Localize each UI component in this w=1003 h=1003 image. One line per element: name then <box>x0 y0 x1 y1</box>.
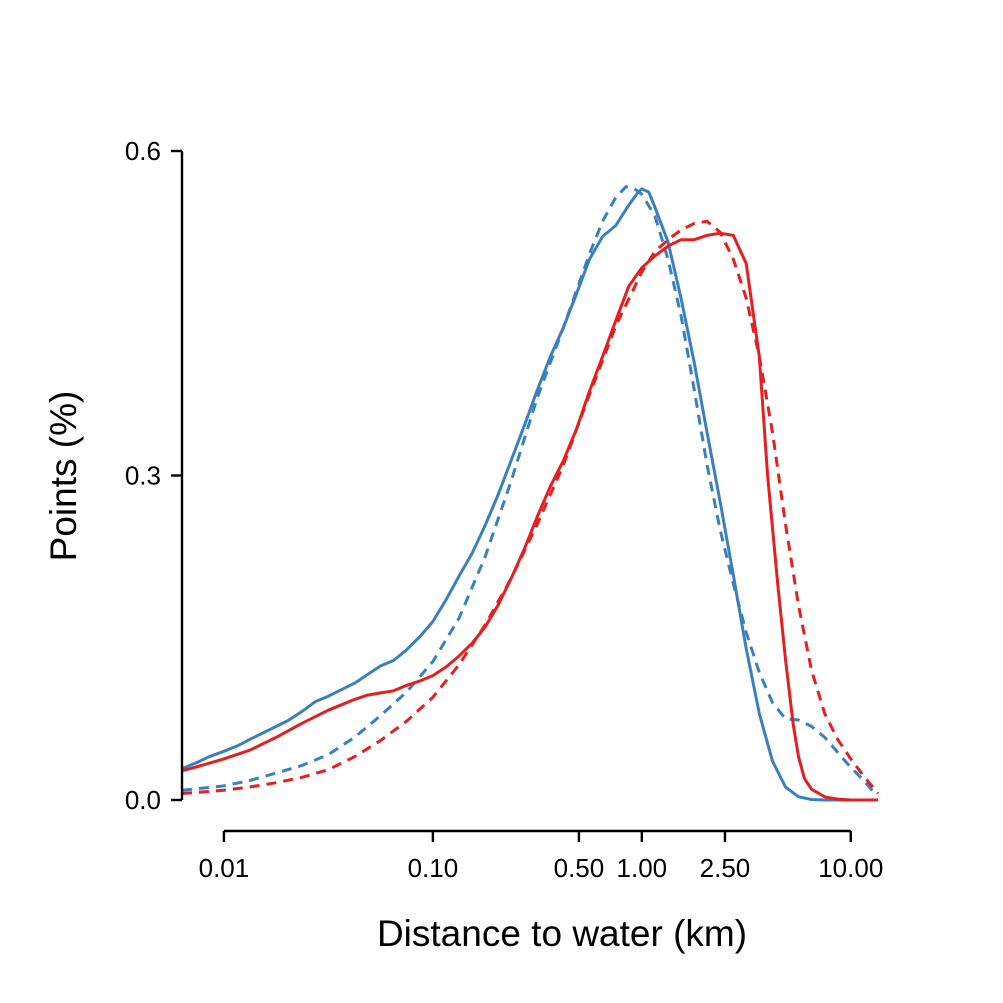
series-line-4 <box>181 219 880 795</box>
y-tick-label: 0.0 <box>125 785 161 815</box>
x-axis-title: Distance to water (km) <box>377 913 747 954</box>
y-tick-label: 0.3 <box>125 461 161 491</box>
x-tick-label: 2.50 <box>700 853 751 883</box>
series-line-3 <box>181 231 878 802</box>
y-axis-title: Points (%) <box>43 391 84 562</box>
series-line-2 <box>181 185 879 796</box>
y-tick-label: 0.6 <box>125 136 161 166</box>
x-tick-label: 0.50 <box>554 853 605 883</box>
x-tick-label: 10.00 <box>818 853 883 883</box>
series-lines-group <box>181 185 880 802</box>
x-tick-label: 0.10 <box>408 853 459 883</box>
series-line-1 <box>181 187 878 802</box>
y-axis-ticks: 0.0 0.3 0.6 <box>125 136 182 815</box>
x-tick-label: 0.01 <box>199 853 250 883</box>
x-tick-label: 1.00 <box>617 853 668 883</box>
x-axis-ticks: 0.01 0.10 0.50 1.00 2.50 10.00 <box>199 831 883 883</box>
